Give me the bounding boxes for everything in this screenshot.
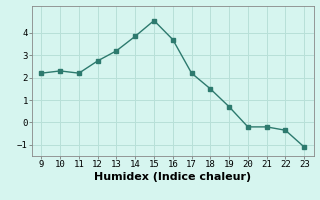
X-axis label: Humidex (Indice chaleur): Humidex (Indice chaleur) — [94, 172, 252, 182]
